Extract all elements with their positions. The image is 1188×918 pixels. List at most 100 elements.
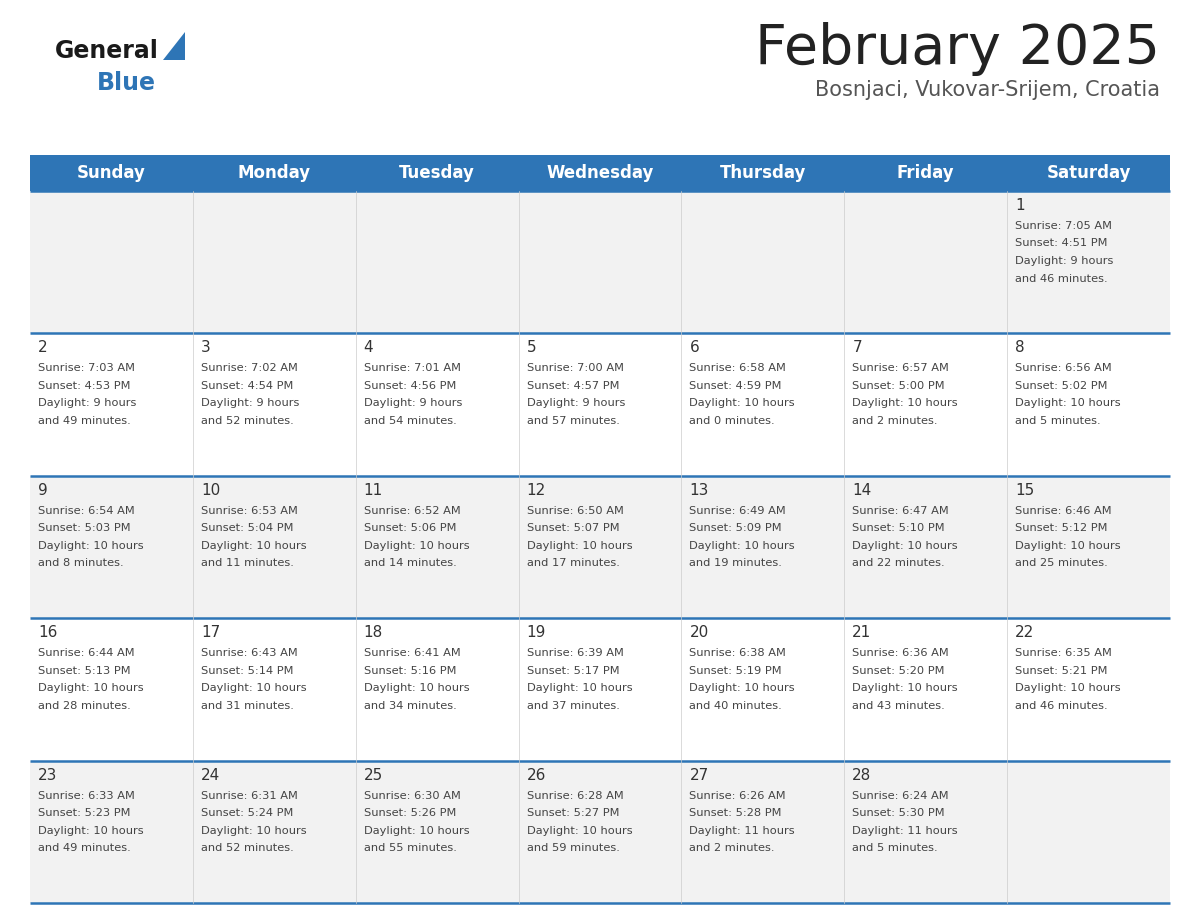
Text: and 31 minutes.: and 31 minutes. <box>201 700 293 711</box>
Text: 21: 21 <box>852 625 872 640</box>
Text: 1: 1 <box>1015 198 1025 213</box>
Text: Sunrise: 6:33 AM: Sunrise: 6:33 AM <box>38 790 135 800</box>
Text: Sunset: 5:14 PM: Sunset: 5:14 PM <box>201 666 293 676</box>
Text: Sunset: 5:04 PM: Sunset: 5:04 PM <box>201 523 293 533</box>
Text: and 55 minutes.: and 55 minutes. <box>364 843 456 853</box>
Text: Sunset: 5:12 PM: Sunset: 5:12 PM <box>1015 523 1107 533</box>
Text: Daylight: 9 hours: Daylight: 9 hours <box>1015 256 1113 266</box>
Text: Sunset: 5:02 PM: Sunset: 5:02 PM <box>1015 381 1107 391</box>
Text: and 11 minutes.: and 11 minutes. <box>201 558 293 568</box>
Bar <box>30 618 1170 761</box>
Text: 18: 18 <box>364 625 383 640</box>
Text: 4: 4 <box>364 341 373 355</box>
Bar <box>845 155 1007 191</box>
Text: Sunset: 4:53 PM: Sunset: 4:53 PM <box>38 381 131 391</box>
Text: Sunrise: 7:05 AM: Sunrise: 7:05 AM <box>1015 221 1112 231</box>
Text: 14: 14 <box>852 483 872 498</box>
Text: Sunrise: 6:35 AM: Sunrise: 6:35 AM <box>1015 648 1112 658</box>
Text: February 2025: February 2025 <box>756 22 1159 76</box>
Text: Sunset: 5:20 PM: Sunset: 5:20 PM <box>852 666 944 676</box>
Text: Daylight: 11 hours: Daylight: 11 hours <box>852 825 958 835</box>
Text: and 34 minutes.: and 34 minutes. <box>364 700 456 711</box>
Text: Sunrise: 6:36 AM: Sunrise: 6:36 AM <box>852 648 949 658</box>
Text: and 59 minutes.: and 59 minutes. <box>526 843 619 853</box>
Text: and 57 minutes.: and 57 minutes. <box>526 416 619 426</box>
Text: 6: 6 <box>689 341 700 355</box>
Text: 12: 12 <box>526 483 545 498</box>
Text: Daylight: 10 hours: Daylight: 10 hours <box>689 398 795 409</box>
Text: 19: 19 <box>526 625 546 640</box>
Text: Blue: Blue <box>97 71 156 95</box>
Polygon shape <box>163 32 185 60</box>
Text: Sunrise: 6:43 AM: Sunrise: 6:43 AM <box>201 648 298 658</box>
Text: Daylight: 10 hours: Daylight: 10 hours <box>689 683 795 693</box>
Text: Sunset: 5:06 PM: Sunset: 5:06 PM <box>364 523 456 533</box>
Text: Sunset: 5:17 PM: Sunset: 5:17 PM <box>526 666 619 676</box>
Text: and 46 minutes.: and 46 minutes. <box>1015 274 1107 284</box>
Text: Daylight: 9 hours: Daylight: 9 hours <box>526 398 625 409</box>
Text: Sunset: 5:10 PM: Sunset: 5:10 PM <box>852 523 944 533</box>
Text: and 2 minutes.: and 2 minutes. <box>852 416 937 426</box>
Text: Sunset: 5:30 PM: Sunset: 5:30 PM <box>852 808 944 818</box>
Text: 5: 5 <box>526 341 536 355</box>
Text: Sunrise: 6:46 AM: Sunrise: 6:46 AM <box>1015 506 1112 516</box>
Bar <box>30 476 1170 618</box>
Text: General: General <box>55 39 159 63</box>
Text: Sunset: 5:13 PM: Sunset: 5:13 PM <box>38 666 131 676</box>
Text: Sunrise: 6:39 AM: Sunrise: 6:39 AM <box>526 648 624 658</box>
Text: 22: 22 <box>1015 625 1035 640</box>
Text: Sunrise: 6:28 AM: Sunrise: 6:28 AM <box>526 790 624 800</box>
Text: and 37 minutes.: and 37 minutes. <box>526 700 619 711</box>
Text: Sunrise: 6:58 AM: Sunrise: 6:58 AM <box>689 364 786 374</box>
Text: Daylight: 10 hours: Daylight: 10 hours <box>38 541 144 551</box>
Text: Daylight: 10 hours: Daylight: 10 hours <box>364 683 469 693</box>
Text: Daylight: 9 hours: Daylight: 9 hours <box>38 398 137 409</box>
Text: Daylight: 10 hours: Daylight: 10 hours <box>201 683 307 693</box>
Bar <box>192 155 355 191</box>
Text: 23: 23 <box>38 767 57 783</box>
Text: 25: 25 <box>364 767 383 783</box>
Text: Sunset: 5:07 PM: Sunset: 5:07 PM <box>526 523 619 533</box>
Text: Sunrise: 6:53 AM: Sunrise: 6:53 AM <box>201 506 298 516</box>
Text: and 8 minutes.: and 8 minutes. <box>38 558 124 568</box>
Text: Sunset: 4:56 PM: Sunset: 4:56 PM <box>364 381 456 391</box>
Text: Sunset: 5:16 PM: Sunset: 5:16 PM <box>364 666 456 676</box>
Text: Sunrise: 7:03 AM: Sunrise: 7:03 AM <box>38 364 135 374</box>
Text: and 5 minutes.: and 5 minutes. <box>852 843 937 853</box>
Text: and 25 minutes.: and 25 minutes. <box>1015 558 1108 568</box>
Text: 15: 15 <box>1015 483 1035 498</box>
Text: Sunrise: 6:24 AM: Sunrise: 6:24 AM <box>852 790 949 800</box>
Text: and 28 minutes.: and 28 minutes. <box>38 700 131 711</box>
Text: Sunset: 5:03 PM: Sunset: 5:03 PM <box>38 523 131 533</box>
Text: and 22 minutes.: and 22 minutes. <box>852 558 944 568</box>
Text: 2: 2 <box>38 341 48 355</box>
Text: and 52 minutes.: and 52 minutes. <box>201 843 293 853</box>
Text: and 54 minutes.: and 54 minutes. <box>364 416 456 426</box>
Text: Sunrise: 6:56 AM: Sunrise: 6:56 AM <box>1015 364 1112 374</box>
Text: Bosnjaci, Vukovar-Srijem, Croatia: Bosnjaci, Vukovar-Srijem, Croatia <box>815 80 1159 100</box>
Text: Sunrise: 6:52 AM: Sunrise: 6:52 AM <box>364 506 461 516</box>
Text: Daylight: 10 hours: Daylight: 10 hours <box>526 683 632 693</box>
Text: Sunset: 5:23 PM: Sunset: 5:23 PM <box>38 808 131 818</box>
Text: Sunrise: 6:49 AM: Sunrise: 6:49 AM <box>689 506 786 516</box>
Text: 24: 24 <box>201 767 220 783</box>
Text: and 0 minutes.: and 0 minutes. <box>689 416 775 426</box>
Text: Sunset: 4:54 PM: Sunset: 4:54 PM <box>201 381 293 391</box>
Bar <box>682 155 845 191</box>
Text: Daylight: 10 hours: Daylight: 10 hours <box>689 541 795 551</box>
Bar <box>30 155 192 191</box>
Bar <box>30 761 1170 903</box>
Text: Sunset: 5:21 PM: Sunset: 5:21 PM <box>1015 666 1107 676</box>
Text: Daylight: 10 hours: Daylight: 10 hours <box>1015 683 1120 693</box>
Text: Sunset: 4:51 PM: Sunset: 4:51 PM <box>1015 239 1107 249</box>
Text: and 17 minutes.: and 17 minutes. <box>526 558 619 568</box>
Text: Sunset: 5:19 PM: Sunset: 5:19 PM <box>689 666 782 676</box>
Text: Daylight: 10 hours: Daylight: 10 hours <box>852 541 958 551</box>
Text: and 14 minutes.: and 14 minutes. <box>364 558 456 568</box>
Text: Daylight: 10 hours: Daylight: 10 hours <box>38 683 144 693</box>
Text: Thursday: Thursday <box>720 164 805 182</box>
Text: and 46 minutes.: and 46 minutes. <box>1015 700 1107 711</box>
Text: Sunrise: 6:38 AM: Sunrise: 6:38 AM <box>689 648 786 658</box>
Text: 26: 26 <box>526 767 546 783</box>
Text: and 19 minutes.: and 19 minutes. <box>689 558 783 568</box>
